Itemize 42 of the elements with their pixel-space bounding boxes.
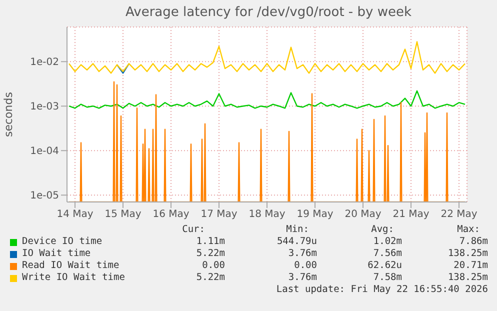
y-tick-label: 1e-03 <box>30 102 59 113</box>
y-tick-label: 1e-04 <box>30 146 59 158</box>
text: Max: <box>456 224 481 236</box>
chart-title: Average latency for /dev/vg0/root - by week <box>124 5 412 20</box>
text: Avg: <box>370 224 395 236</box>
text: 7.56m <box>372 248 402 260</box>
x-tick-label: 19 May <box>296 209 334 220</box>
line-series <box>68 41 466 74</box>
text: Min: <box>285 224 310 236</box>
x-tick-label: 20 May <box>344 209 382 220</box>
x-tick-label: 17 May <box>200 209 238 220</box>
text: 1.11m <box>195 236 225 248</box>
x-tick-label: 21 May <box>392 209 430 220</box>
text: Last update: Fri May 22 16:55:40 2026 <box>275 284 488 296</box>
x-tick-label: 15 May <box>104 209 142 220</box>
x-tick-label: 14 May <box>56 209 94 220</box>
text: 62.62u <box>366 260 402 272</box>
text: 7.58m <box>372 272 402 284</box>
text: 20.71m <box>452 260 488 272</box>
text: 0.00 <box>201 260 225 272</box>
text: 5.22m <box>195 272 225 284</box>
x-tick-label: 22 May <box>440 209 478 220</box>
text: 1.02m <box>372 236 402 248</box>
y-tick-label: 1e-05 <box>30 190 59 202</box>
text: 138.25m <box>446 248 488 260</box>
text: 3.76m <box>287 248 317 260</box>
y-tick-label: 1e-02 <box>30 57 59 68</box>
text: 7.86m <box>458 236 488 248</box>
legend-label: Write IO Wait time <box>22 272 125 284</box>
legend-label: IO Wait time <box>22 248 91 260</box>
text: 5.22m <box>195 248 225 260</box>
y-axis-title: seconds <box>2 92 15 137</box>
text: 3.76m <box>287 272 317 284</box>
x-tick-label: 16 May <box>152 209 190 220</box>
text: 544.79u <box>276 236 317 248</box>
text: Cur: <box>181 224 206 236</box>
line-series <box>68 90 466 109</box>
text: 0.00 <box>293 260 317 272</box>
text: 138.25m <box>446 272 488 284</box>
legend-label: Read IO Wait time <box>22 260 120 272</box>
legend-label: Device IO time <box>22 236 102 248</box>
x-tick-label: 18 May <box>248 209 286 220</box>
